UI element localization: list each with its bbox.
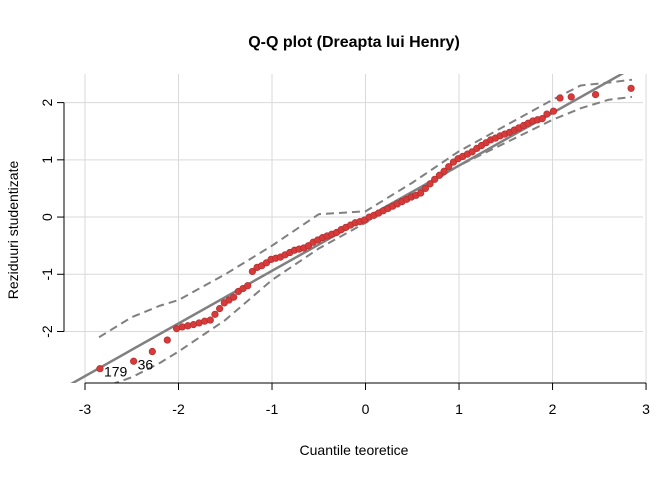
data-point xyxy=(230,293,238,301)
data-point xyxy=(421,184,429,193)
data-point xyxy=(556,94,564,102)
data-point xyxy=(211,310,219,318)
data-point xyxy=(417,189,425,197)
data-point xyxy=(96,365,104,373)
point-label: 179 xyxy=(104,364,128,380)
y-tick-label: 0 xyxy=(39,213,55,221)
data-point xyxy=(426,180,434,188)
x-tick-label: 0 xyxy=(362,401,370,417)
x-tick-label: 1 xyxy=(455,401,463,417)
data-point xyxy=(435,171,443,179)
y-tick-label: -2 xyxy=(39,325,55,338)
x-tick-label: 3 xyxy=(642,401,650,417)
point-label: 36 xyxy=(138,356,154,372)
x-tick-label: 2 xyxy=(549,401,557,417)
axes: -3 -2 -1 0 1 2 3 -2 -1 0 1 2 xyxy=(39,99,650,417)
grid xyxy=(64,74,647,383)
data-point xyxy=(248,267,256,276)
data-point xyxy=(538,115,546,123)
data-point xyxy=(440,167,448,175)
y-tick-label: 1 xyxy=(39,156,55,164)
data-points xyxy=(96,84,635,373)
band-upper xyxy=(98,78,633,339)
y-tick-label: -1 xyxy=(39,268,55,281)
data-point xyxy=(130,357,138,365)
y-tick-label: 2 xyxy=(39,99,55,107)
chart-title: Q-Q plot (Dreapta lui Henry) xyxy=(248,34,460,51)
data-point xyxy=(431,175,439,183)
data-point xyxy=(206,316,214,324)
data-point xyxy=(549,107,558,115)
x-tick-label: -2 xyxy=(172,401,185,417)
data-point xyxy=(216,305,224,313)
x-tick-label: -1 xyxy=(266,401,279,417)
data-point xyxy=(627,84,635,92)
x-tick-label: -3 xyxy=(79,401,92,417)
data-point xyxy=(543,110,551,118)
data-point xyxy=(445,163,453,171)
x-axis-label: Cuantile teoretice xyxy=(300,442,409,458)
data-point xyxy=(244,282,252,290)
data-point xyxy=(163,336,171,344)
data-point xyxy=(567,93,575,101)
point-labels: 179 36 xyxy=(104,356,153,379)
data-point xyxy=(148,347,156,356)
data-point xyxy=(591,90,600,99)
y-axis-label: Reziduuri studentizate xyxy=(5,161,21,300)
